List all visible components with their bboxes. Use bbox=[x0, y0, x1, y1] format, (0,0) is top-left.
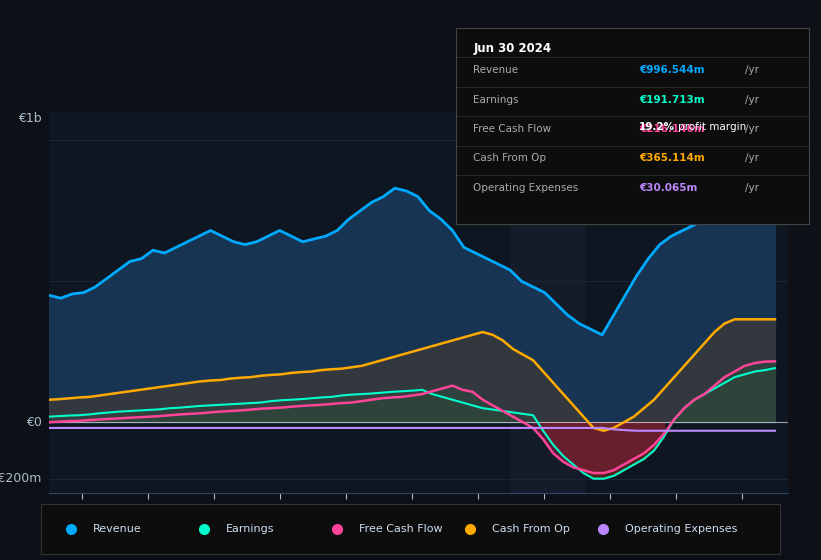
Text: €30.065m: €30.065m bbox=[640, 183, 698, 193]
Text: Cash From Op: Cash From Op bbox=[492, 524, 570, 534]
Text: -€200m: -€200m bbox=[0, 472, 42, 485]
Text: /yr: /yr bbox=[745, 183, 759, 193]
Text: Free Cash Flow: Free Cash Flow bbox=[359, 524, 443, 534]
Text: €216.146m: €216.146m bbox=[640, 124, 705, 134]
Text: €0: €0 bbox=[26, 416, 42, 429]
Text: /yr: /yr bbox=[745, 95, 759, 105]
Text: Operating Expenses: Operating Expenses bbox=[625, 524, 737, 534]
Text: /yr: /yr bbox=[745, 124, 759, 134]
Text: Jun 30 2024: Jun 30 2024 bbox=[474, 42, 552, 55]
Text: Revenue: Revenue bbox=[474, 66, 518, 75]
Text: Cash From Op: Cash From Op bbox=[474, 153, 546, 164]
Text: Operating Expenses: Operating Expenses bbox=[474, 183, 579, 193]
Text: profit margin: profit margin bbox=[678, 122, 746, 132]
Text: €365.114m: €365.114m bbox=[640, 153, 705, 164]
Bar bbox=[511, 112, 584, 493]
Text: Earnings: Earnings bbox=[226, 524, 274, 534]
Text: Free Cash Flow: Free Cash Flow bbox=[474, 124, 552, 134]
Text: €1b: €1b bbox=[18, 112, 42, 125]
Text: /yr: /yr bbox=[745, 66, 759, 75]
Text: Earnings: Earnings bbox=[474, 95, 519, 105]
Text: Revenue: Revenue bbox=[93, 524, 141, 534]
Text: /yr: /yr bbox=[745, 153, 759, 164]
Text: €996.544m: €996.544m bbox=[640, 66, 705, 75]
Text: 19.2%: 19.2% bbox=[640, 122, 676, 132]
Text: €191.713m: €191.713m bbox=[640, 95, 705, 105]
